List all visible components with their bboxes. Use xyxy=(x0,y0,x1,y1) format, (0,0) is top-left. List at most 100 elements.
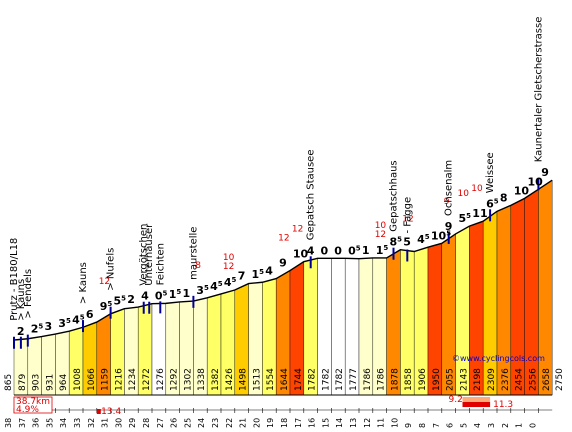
max-gradient-label: 8 xyxy=(195,261,201,271)
altitude-label: 1782 xyxy=(321,368,331,391)
gradient-label: 2 xyxy=(17,325,25,338)
altitude-label: 2454 xyxy=(515,368,525,391)
place-label-10: Gepatschhaus xyxy=(389,160,400,231)
gradient-label: 10 xyxy=(528,175,544,188)
max-marker-label: 11.3 xyxy=(493,400,513,410)
website-link: ©www.cyclingcols.com xyxy=(452,354,545,363)
axis-tick-label: 19 xyxy=(266,418,275,428)
altitude-label: 1777 xyxy=(349,368,359,391)
place-label-1: > Kauns xyxy=(16,279,27,321)
altitude-label: 1159 xyxy=(101,368,111,391)
gradient-label: 55 xyxy=(114,295,127,308)
altitude-label: 1950 xyxy=(432,368,442,391)
altitude-label: 1216 xyxy=(114,368,124,391)
axis-tick-label: 23 xyxy=(211,418,220,428)
axis-tick-label: 29 xyxy=(128,418,137,428)
axis-tick-label: 32 xyxy=(87,418,96,428)
gradient-label: 10 xyxy=(293,248,309,261)
gradient-label: 11 xyxy=(472,207,487,220)
axis-tick-label: 0 xyxy=(528,423,537,428)
segment-36 xyxy=(510,198,525,396)
altitude-label: 1786 xyxy=(377,368,387,391)
place-labels: Prutz - B180/L18> Kauns> Fendels > Kauns >… xyxy=(9,17,544,321)
max-marker-bar xyxy=(462,397,491,402)
gradient-label: 10 xyxy=(514,184,530,197)
max-gradient-label: 10 xyxy=(375,221,387,231)
segment-35 xyxy=(496,205,511,396)
altitude-label: 1513 xyxy=(252,368,262,391)
place-label-4: > Nufels xyxy=(106,248,117,291)
axis-tick-label: 14 xyxy=(335,418,344,428)
gradient-label: 9 xyxy=(541,166,549,179)
gradient-label: 4 xyxy=(307,244,315,257)
max-gradient-label: 12 xyxy=(278,234,289,244)
profile-line xyxy=(13,179,553,341)
gradient-label: 45 xyxy=(417,233,430,246)
max-marker-label: 13.4 xyxy=(101,407,121,417)
altitude-label: 931 xyxy=(45,374,55,391)
gradient-label: 4 xyxy=(265,265,273,278)
gradient-label: 5 xyxy=(403,236,411,249)
segment-fills xyxy=(13,179,553,396)
gradient-label: 8 xyxy=(500,191,508,204)
axis-tick-label: 12 xyxy=(363,418,372,428)
axis-tick-label: 22 xyxy=(225,418,234,428)
gradient-label: 3 xyxy=(45,320,53,333)
place-label-6: Unterhäuser xyxy=(144,223,155,286)
altitude-label: 964 xyxy=(59,374,69,391)
gradient-label: 4 xyxy=(141,290,149,303)
axis-tick-label: 35 xyxy=(45,418,54,428)
gradient-label: 2 xyxy=(127,293,135,306)
gradient-label: 15 xyxy=(376,244,389,257)
max-gradient-label: 12 xyxy=(223,262,234,272)
axis-tick-label: 34 xyxy=(59,418,68,428)
gradient-label: 65 xyxy=(486,197,499,210)
gradient-label: 7 xyxy=(238,270,246,283)
axis-tick-label: 37 xyxy=(18,418,27,428)
axis-tick-label: 9 xyxy=(404,423,413,428)
place-label-13: Weissee xyxy=(485,152,496,193)
axis-tick-label: 36 xyxy=(32,418,41,428)
altitude-label: 903 xyxy=(32,374,42,391)
altitude-label: 1338 xyxy=(197,368,207,391)
altitude-labels: 879 903 931 964 1008 1066 1159 1216 1234 1272 1276… xyxy=(4,368,565,391)
axis-tick-label: 6 xyxy=(446,423,455,428)
altitude-label: 1302 xyxy=(183,368,193,391)
axis-tick-label: 18 xyxy=(280,418,289,428)
altitude-label: 1382 xyxy=(211,368,221,391)
altitude-label: 2055 xyxy=(446,368,456,391)
segment-37 xyxy=(524,188,539,396)
max-gradient-label: 12 xyxy=(292,225,303,235)
altitude-label: 2658 xyxy=(542,368,552,391)
gradient-label: 6 xyxy=(86,308,94,321)
max-gradient-label: 12 xyxy=(375,230,386,240)
axis-tick-label: 17 xyxy=(294,418,303,428)
gradient-label: 05 xyxy=(348,244,361,257)
altitude-label: 1744 xyxy=(294,368,304,391)
end-altitude: 2750 xyxy=(555,368,565,391)
gradient-label: 45 xyxy=(210,280,223,293)
altitude-label: 2376 xyxy=(501,368,511,391)
place-label-0: Prutz - B180/L18 xyxy=(9,238,20,321)
axis-tick-label: 16 xyxy=(308,418,317,428)
max-marker-label: 9.2 xyxy=(449,395,463,405)
gradient-label: 1 xyxy=(362,244,370,257)
axis-tick-label: 5 xyxy=(459,423,468,428)
gradient-label: 05 xyxy=(155,289,168,302)
axis-tick-label: 8 xyxy=(418,423,427,428)
altitude-label: 1272 xyxy=(142,368,152,391)
axis-tick-label: 27 xyxy=(156,418,165,428)
axis-tick-label: 10 xyxy=(390,418,399,428)
axis-tick-label: 11 xyxy=(377,418,386,428)
km-axis: 38 37 36 35 34 33 32 31 30 29 28 27 26 25 24 23 22 21 20 19… xyxy=(4,408,553,428)
profile-outline xyxy=(13,179,553,396)
altitude-label: 2143 xyxy=(459,368,469,391)
max-gradient-label: 10 xyxy=(458,189,470,199)
place-label-11: - Fagge xyxy=(402,197,413,234)
max-gradient-label: 12 xyxy=(99,277,110,287)
axis-tick-label: 15 xyxy=(321,418,330,428)
place-markers xyxy=(13,178,540,349)
